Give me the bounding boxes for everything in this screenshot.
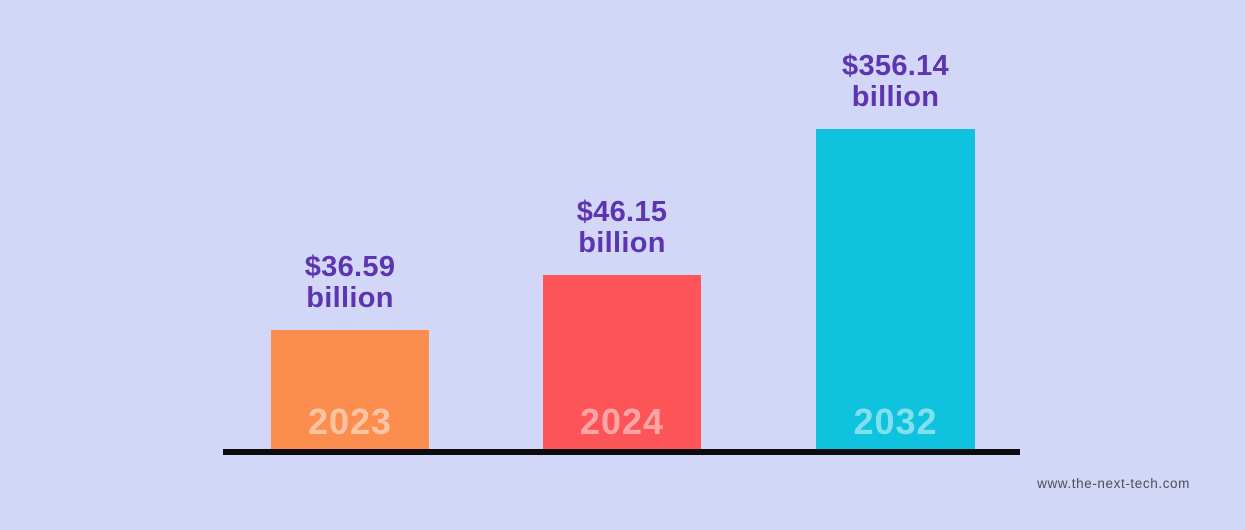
value-unit: billion [851,81,940,113]
value-label-2023: $36.59 billion [305,252,396,314]
bar-group-2023: $36.59 billion 2023 [271,252,429,449]
x-axis-baseline [223,449,1020,455]
bar-2024: 2024 [543,275,701,449]
value-amount: $36.59 [304,251,396,283]
bar-group-2024: $46.15 billion 2024 [543,197,701,449]
bar-2023: 2023 [271,330,429,449]
value-unit: billion [306,282,394,314]
year-label-2024: 2024 [579,401,665,442]
bar-group-2032: $356.14 billion 2032 [816,51,975,449]
value-amount: $356.14 [842,50,949,82]
value-unit: billion [578,227,666,259]
bar-2032: 2032 [816,129,975,449]
value-label-2024: $46.15 billion [577,197,668,259]
value-amount: $46.15 [576,196,668,228]
year-label-2023: 2023 [307,401,393,442]
value-label-2032: $356.14 billion [842,51,949,113]
watermark-url: www.the-next-tech.com [1037,476,1190,491]
year-label-2032: 2032 [853,401,938,442]
